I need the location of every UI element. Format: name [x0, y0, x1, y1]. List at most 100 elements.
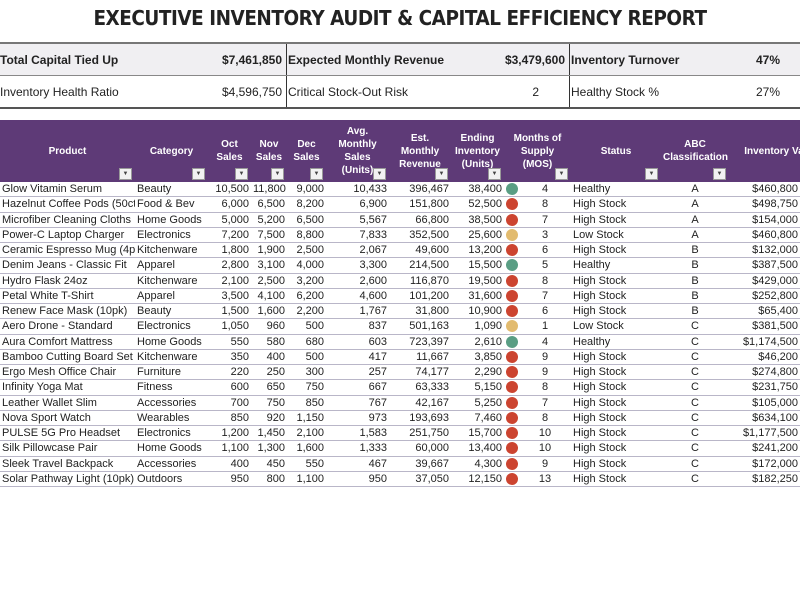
cell-dec-sales: 9,000 [287, 182, 326, 198]
cell-oct-sales: 1,800 [208, 242, 251, 259]
cell-inventory-value: $105,000 [729, 395, 800, 411]
cell-dec-sales: 680 [287, 334, 326, 350]
status-indicator-cell [504, 242, 519, 259]
summary-row: Total Capital Tied Up $7,461,850 Expected… [0, 44, 800, 76]
cell-inventory-value: $154,000 [729, 212, 800, 228]
cell-status: High Stock [571, 288, 661, 305]
cell-category: Accessories [135, 395, 208, 411]
filter-dropdown-button[interactable]: ▼ [373, 168, 386, 180]
cell-inventory-value: $241,200 [729, 440, 800, 457]
status-indicator-cell [504, 196, 519, 213]
cell-avg-monthly-sales: 5,567 [326, 212, 389, 228]
cell-nov-sales: 4,100 [251, 288, 287, 305]
status-indicator-cell [504, 410, 519, 427]
filter-dropdown-button[interactable]: ▼ [645, 168, 658, 180]
cell-months-of-supply: 6 [519, 242, 571, 259]
cell-oct-sales: 220 [208, 364, 251, 381]
status-dot-icon [506, 335, 518, 348]
cell-abc-classification: B [661, 242, 729, 259]
filter-dropdown-button[interactable]: ▼ [235, 168, 248, 180]
cell-abc-classification: C [661, 395, 729, 411]
filter-dropdown-button[interactable]: ▼ [271, 168, 284, 180]
cell-inventory-value: $387,500 [729, 257, 800, 274]
status-dot-icon [506, 198, 518, 211]
cell-est-monthly-revenue: 60,000 [389, 440, 451, 457]
filter-dropdown-button[interactable]: ▼ [713, 168, 726, 180]
cell-avg-monthly-sales: 467 [326, 456, 389, 472]
cell-ending-inventory: 38,400 [451, 182, 504, 198]
cell-months-of-supply: 9 [519, 349, 571, 366]
cell-product: Leather Wallet Slim [0, 395, 135, 411]
cell-product: Glow Vitamin Serum [0, 182, 135, 198]
cell-oct-sales: 600 [208, 379, 251, 396]
table-row: Solar Pathway Light (10pk) Outdoors 950 800… [0, 471, 800, 488]
status-indicator-cell [504, 227, 519, 244]
cell-avg-monthly-sales: 1,583 [326, 425, 389, 442]
column-header-label: Inventory Value ($us) [744, 145, 800, 157]
cell-abc-classification: B [661, 303, 729, 320]
cell-abc-classification: B [661, 257, 729, 274]
column-header-category: Category ▼ [135, 120, 208, 182]
cell-status: High Stock [571, 379, 661, 396]
cell-status: High Stock [571, 364, 661, 381]
cell-nov-sales: 6,500 [251, 196, 287, 213]
cell-est-monthly-revenue: 396,467 [389, 182, 451, 198]
table-row: Ergo Mesh Office Chair Furniture 220 250 300… [0, 364, 800, 381]
filter-dropdown-button[interactable]: ▼ [192, 168, 205, 180]
cell-oct-sales: 1,100 [208, 440, 251, 457]
table-row: Nova Sport Watch Wearables 850 920 1,150 973 1… [0, 410, 800, 427]
cell-oct-sales: 5,000 [208, 212, 251, 228]
filter-dropdown-button[interactable]: ▼ [119, 168, 132, 180]
table-row: Silk Pillowcase Pair Home Goods 1,100 1,300… [0, 440, 800, 457]
cell-product: Power-C Laptop Charger [0, 227, 135, 244]
cell-est-monthly-revenue: 101,200 [389, 288, 451, 305]
cell-nov-sales: 11,800 [251, 182, 287, 198]
cell-category: Home Goods [135, 212, 208, 228]
table-row: Petal White T-Shirt Apparel 3,500 4,100 6,20… [0, 288, 800, 305]
cell-ending-inventory: 10,900 [451, 303, 504, 320]
column-header-abc-classification: ABC Classification ▼ [661, 120, 729, 182]
column-header-oct-sales: Oct Sales ▼ [208, 120, 251, 182]
cell-ending-inventory: 25,600 [451, 227, 504, 244]
cell-avg-monthly-sales: 7,833 [326, 227, 389, 244]
cell-oct-sales: 2,100 [208, 273, 251, 289]
table-row: Sleek Travel Backpack Accessories 400 450 55… [0, 456, 800, 472]
cell-status: High Stock [571, 212, 661, 228]
status-indicator-cell [504, 379, 519, 396]
cell-abc-classification: C [661, 425, 729, 442]
filter-dropdown-button[interactable]: ▼ [555, 168, 568, 180]
cell-abc-classification: C [661, 364, 729, 381]
kpi-value: $7,461,850 [221, 52, 282, 67]
cell-status: High Stock [571, 395, 661, 411]
cell-category: Apparel [135, 288, 208, 305]
filter-dropdown-button[interactable]: ▼ [310, 168, 323, 180]
cell-est-monthly-revenue: 39,667 [389, 456, 451, 472]
cell-ending-inventory: 19,500 [451, 273, 504, 289]
cell-avg-monthly-sales: 603 [326, 334, 389, 350]
column-header-months-of-supply: Months of Supply (MOS) ▼ [504, 120, 571, 182]
cell-oct-sales: 7,200 [208, 227, 251, 244]
cell-avg-monthly-sales: 2,600 [326, 273, 389, 289]
cell-inventory-value: $1,174,500 [729, 334, 800, 350]
cell-nov-sales: 800 [251, 471, 287, 488]
cell-product: Hazelnut Coffee Pods (50ct) [0, 196, 135, 213]
cell-months-of-supply: 13 [519, 471, 571, 488]
filter-dropdown-button[interactable]: ▼ [488, 168, 501, 180]
cell-avg-monthly-sales: 1,767 [326, 303, 389, 320]
cell-status: Healthy [571, 257, 661, 274]
cell-abc-classification: C [661, 379, 729, 396]
cell-nov-sales: 450 [251, 456, 287, 472]
cell-status: Low Stock [571, 227, 661, 244]
cell-inventory-value: $460,800 [729, 182, 800, 198]
kpi-inventory-turnover: Inventory Turnover 47% [570, 44, 800, 75]
cell-est-monthly-revenue: 352,500 [389, 227, 451, 244]
cell-oct-sales: 950 [208, 471, 251, 488]
cell-months-of-supply: 9 [519, 456, 571, 472]
cell-months-of-supply: 7 [519, 395, 571, 411]
table-row: Microfiber Cleaning Cloths Home Goods 5,00… [0, 212, 800, 228]
cell-product: Nova Sport Watch [0, 410, 135, 427]
filter-dropdown-button[interactable]: ▼ [435, 168, 448, 180]
cell-months-of-supply: 8 [519, 196, 571, 213]
column-header-label: Oct Sales [216, 139, 243, 163]
cell-status: High Stock [571, 456, 661, 472]
